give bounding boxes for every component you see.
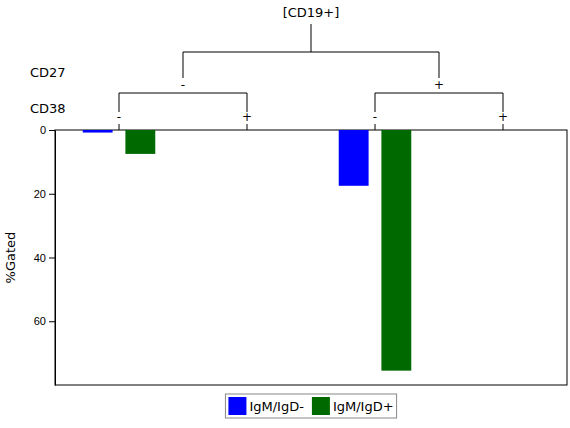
legend-item: IgM/IgD- [228, 397, 304, 415]
root-label: [CD19+] [283, 5, 340, 20]
y-axis-title: %Gated [3, 232, 18, 284]
y-tick-label: 0 [40, 124, 46, 136]
level2-stem [375, 124, 376, 130]
level1-title: CD27 [30, 65, 66, 80]
chart: 0 20 40 60 %Gated [CD19+] CD27 - + CD38 - + - + IgM/Ig… [0, 0, 570, 428]
level2-stem [119, 124, 120, 130]
legend-swatch [312, 397, 330, 415]
bar [253, 130, 283, 131]
legend-item: IgM/IgD+ [312, 397, 394, 415]
bars [83, 130, 412, 371]
legend-label: IgM/IgD+ [333, 399, 394, 414]
bar [509, 130, 539, 131]
level1-label: + [434, 78, 444, 92]
category-label: - [117, 110, 121, 124]
y-axis: 0 20 40 60 [34, 124, 56, 385]
legend: IgM/IgD- IgM/IgD+ [225, 394, 396, 418]
y-tick-mark [49, 321, 55, 322]
y-tick: 40 [34, 252, 55, 264]
plot-frame [55, 130, 567, 385]
y-tick-mark [49, 130, 55, 131]
legend-label: IgM/IgD- [249, 399, 304, 414]
category-label: - [373, 110, 377, 124]
y-tick: 60 [34, 315, 55, 327]
bar [339, 130, 369, 186]
bar [467, 130, 497, 131]
root-stem [311, 24, 312, 52]
level2-stem [247, 124, 248, 130]
bar [211, 130, 241, 131]
level1-stem [183, 52, 184, 78]
bar [381, 130, 411, 371]
y-tick: 20 [34, 188, 55, 200]
bar [83, 130, 113, 133]
category-label: + [498, 110, 508, 124]
y-tick-label: 20 [34, 188, 46, 200]
y-tick: 0 [40, 124, 55, 136]
category-label: + [242, 110, 252, 124]
level1-bracket [183, 52, 439, 53]
y-tick-mark [49, 258, 55, 259]
y-tick-label: 40 [34, 252, 46, 264]
bar [125, 130, 155, 154]
y-axis-line [55, 131, 56, 386]
level1-label: - [181, 78, 185, 92]
y-tick-mark [49, 194, 55, 195]
level2-stem [503, 124, 504, 130]
level2-bracket [119, 93, 247, 94]
level2-title: CD38 [30, 101, 66, 116]
level2-bracket [375, 93, 503, 94]
y-tick-label: 60 [34, 315, 46, 327]
level1-stem [439, 52, 440, 78]
legend-swatch [228, 397, 246, 415]
legend-box [225, 394, 396, 418]
